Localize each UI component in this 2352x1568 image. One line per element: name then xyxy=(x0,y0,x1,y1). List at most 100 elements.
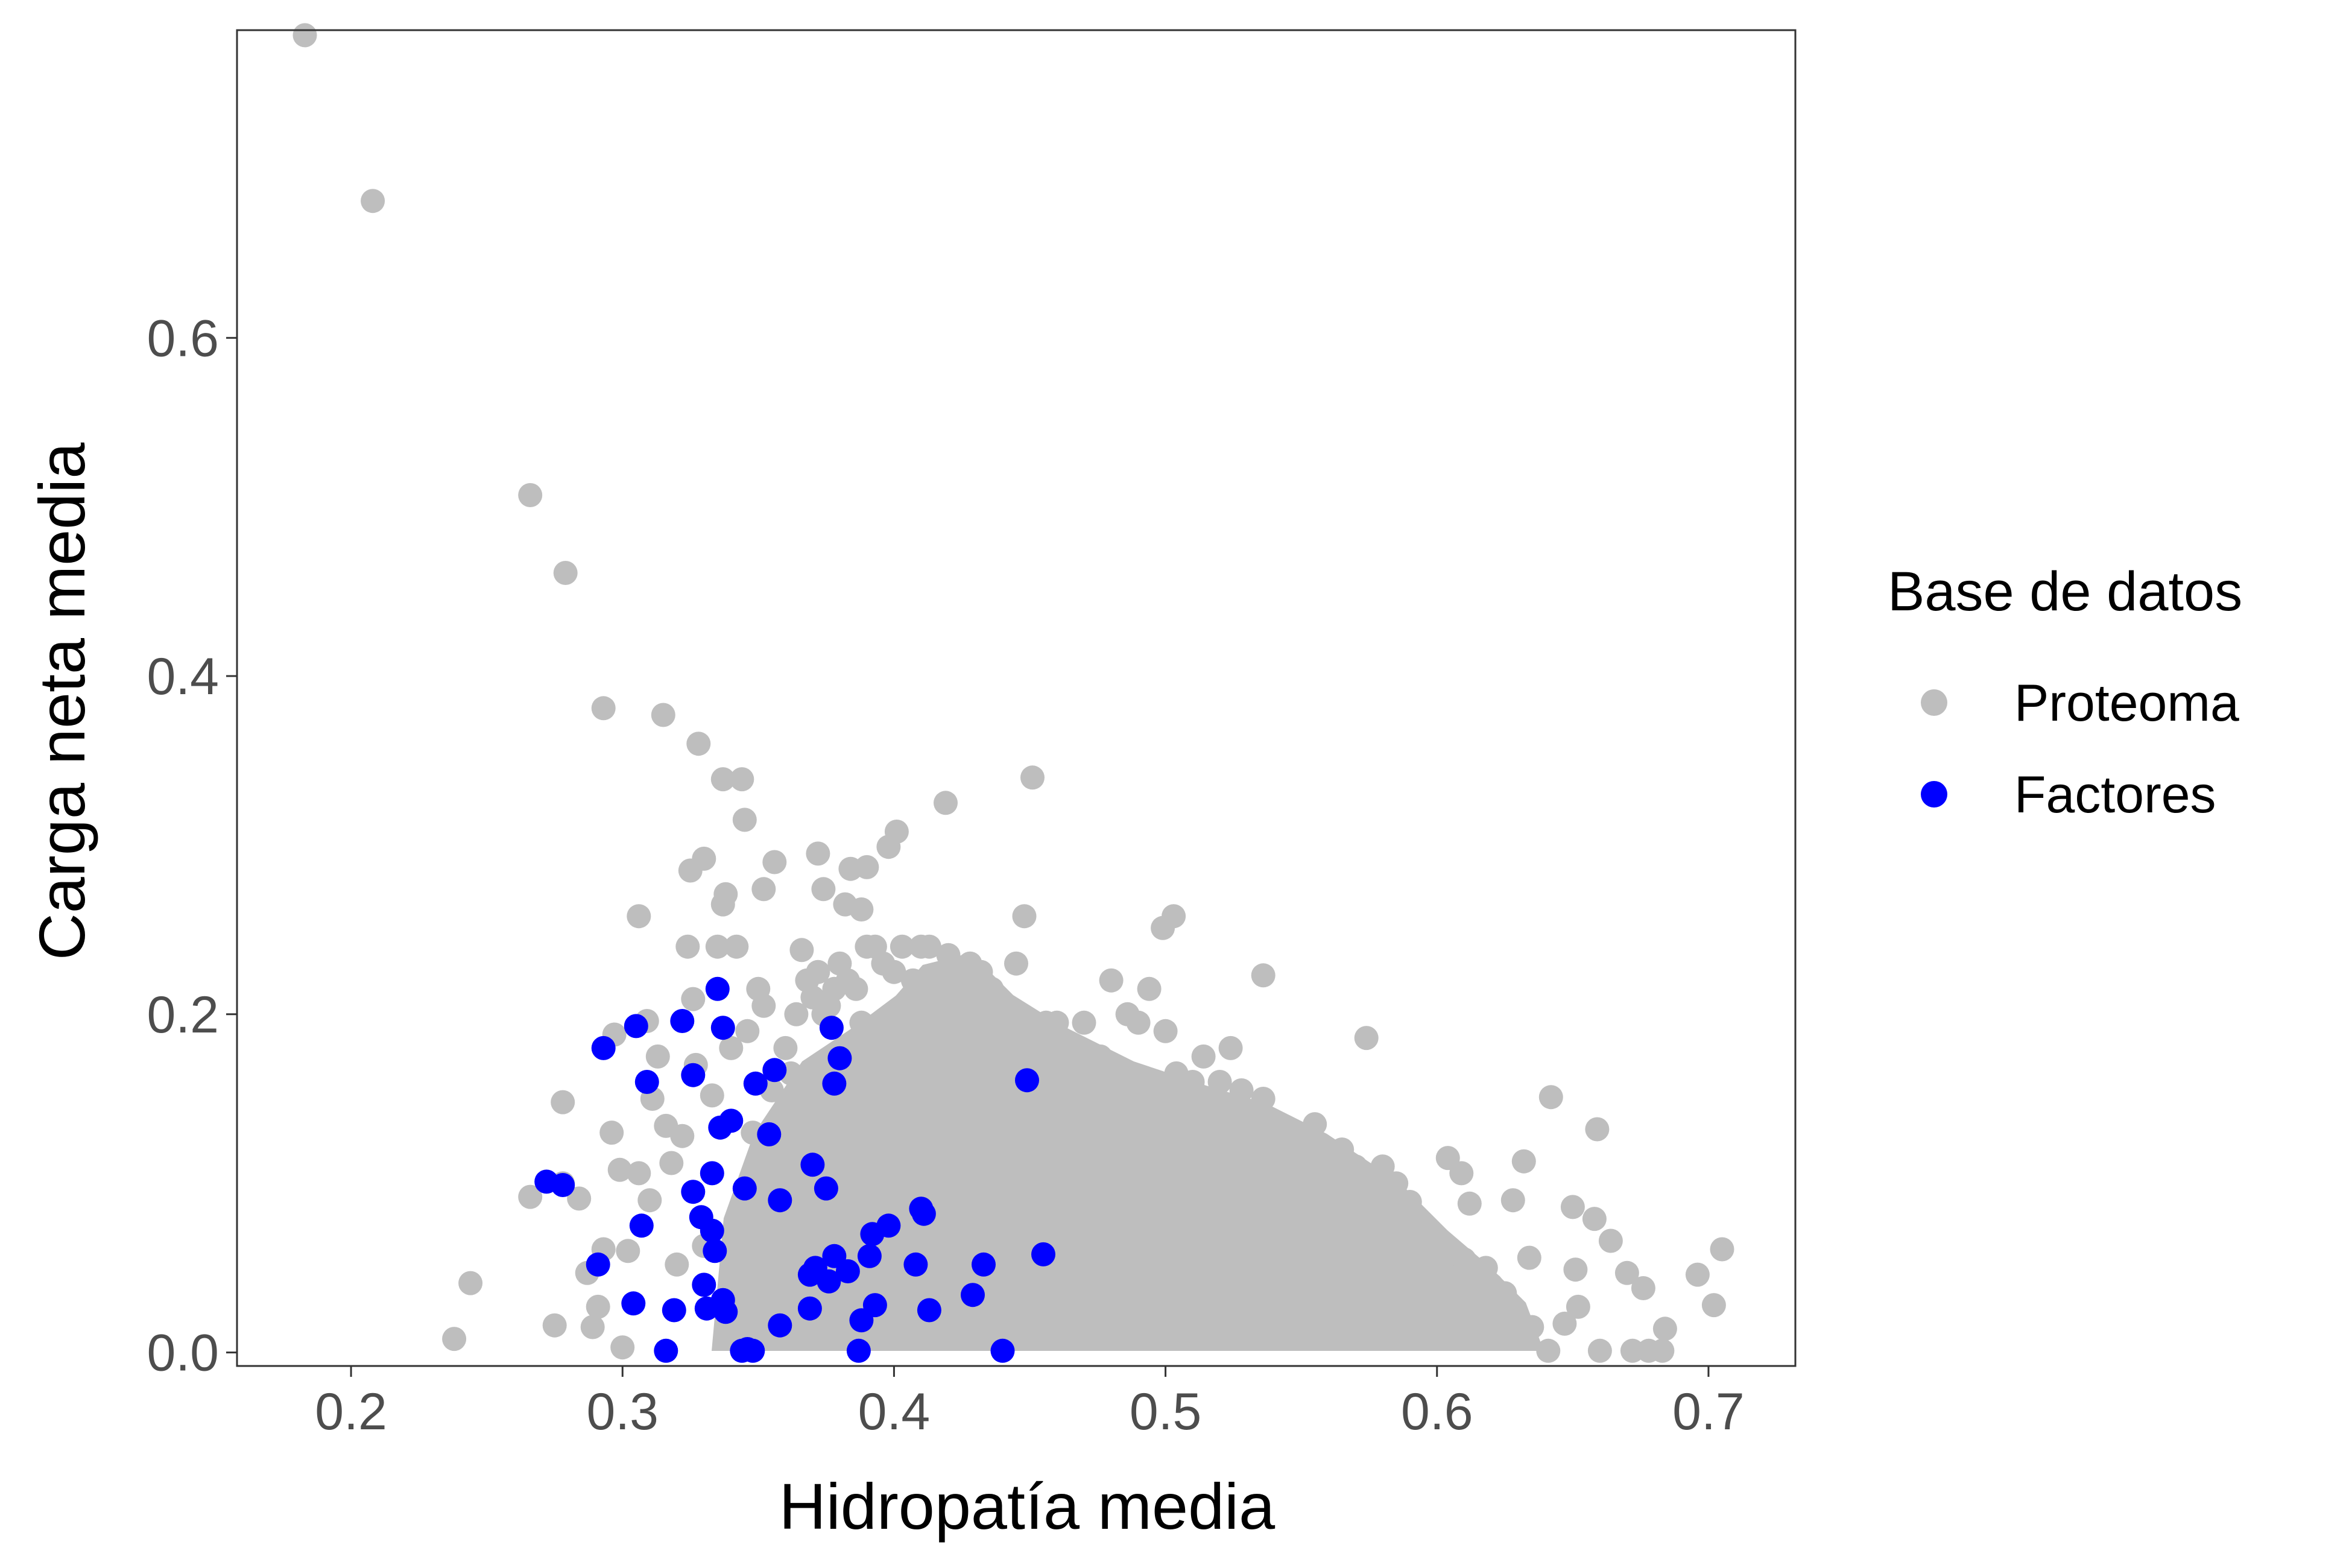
y-tick-label-0: 0.0 xyxy=(147,1324,219,1382)
point-factores-19 xyxy=(800,1152,825,1177)
x-tick-label-2: 0.4 xyxy=(858,1383,931,1441)
proteoma-dense-region xyxy=(778,953,1544,1351)
point-proteoma-41 xyxy=(1598,1228,1623,1253)
point-factores-26 xyxy=(700,1218,724,1243)
point-proteoma-91 xyxy=(735,1019,760,1043)
point-proteoma-81 xyxy=(670,1124,695,1148)
point-factores-41 xyxy=(817,1269,841,1294)
point-proteoma-45 xyxy=(1631,1276,1655,1300)
point-proteoma-66 xyxy=(586,1294,610,1319)
point-proteoma-167 xyxy=(1490,1298,1514,1323)
point-proteoma-115 xyxy=(890,934,914,959)
point-proteoma-80 xyxy=(665,1252,689,1277)
x-axis-label: Hidropatía media xyxy=(779,1470,1276,1543)
point-proteoma-15 xyxy=(806,841,830,866)
point-proteoma-160 xyxy=(1452,1247,1476,1272)
point-proteoma-129 xyxy=(1045,1010,1069,1035)
point-factores-21 xyxy=(814,1176,838,1201)
point-proteoma-48 xyxy=(1710,1237,1734,1262)
point-proteoma-8 xyxy=(730,767,754,792)
point-proteoma-83 xyxy=(681,987,706,1011)
point-proteoma-30 xyxy=(1354,1026,1379,1051)
point-factores-32 xyxy=(586,1252,610,1277)
point-proteoma-60 xyxy=(551,1090,575,1114)
point-proteoma-25 xyxy=(627,904,651,929)
point-proteoma-52 xyxy=(1587,1338,1612,1363)
point-proteoma-109 xyxy=(844,976,868,1001)
point-proteoma-17 xyxy=(678,858,703,883)
point-proteoma-139 xyxy=(1180,1070,1205,1094)
point-proteoma-24 xyxy=(849,897,874,922)
point-proteoma-116 xyxy=(900,968,925,993)
point-factores-14 xyxy=(708,1115,733,1140)
point-factores-37 xyxy=(1031,1242,1055,1266)
point-proteoma-143 xyxy=(1229,1078,1254,1102)
point-proteoma-57 xyxy=(458,1271,483,1295)
point-proteoma-79 xyxy=(659,1151,684,1175)
x-axis: 0.2 0.3 0.4 0.5 0.6 0.7 xyxy=(315,1366,1745,1441)
point-proteoma-2 xyxy=(518,483,543,507)
point-proteoma-110 xyxy=(849,1010,874,1035)
point-proteoma-103 xyxy=(806,959,830,984)
point-proteoma-99 xyxy=(784,1002,809,1026)
point-proteoma-32 xyxy=(1585,1117,1610,1142)
point-proteoma-136 xyxy=(1137,976,1162,1001)
point-proteoma-148 xyxy=(1289,1137,1314,1162)
point-factores-40 xyxy=(797,1262,822,1287)
point-proteoma-130 xyxy=(1061,1052,1086,1077)
point-factores-9 xyxy=(634,1070,659,1094)
point-factores-46 xyxy=(662,1298,686,1323)
legend: Base de datos Proteoma Factores xyxy=(1888,561,2242,824)
point-factores-39 xyxy=(835,1259,860,1283)
y-axis-label: Carga neta media xyxy=(25,442,98,960)
point-proteoma-7 xyxy=(710,767,735,792)
point-proteoma-166 xyxy=(1473,1256,1498,1280)
point-proteoma-38 xyxy=(1500,1188,1525,1213)
point-proteoma-5 xyxy=(651,703,675,727)
point-proteoma-89 xyxy=(719,1035,744,1060)
point-proteoma-100 xyxy=(789,938,814,963)
point-proteoma-63 xyxy=(567,1186,592,1211)
point-factores-16 xyxy=(700,1161,724,1186)
point-proteoma-155 xyxy=(1384,1171,1409,1196)
point-proteoma-120 xyxy=(936,943,961,967)
point-factores-31 xyxy=(703,1239,727,1263)
x-tick-label-5: 0.7 xyxy=(1672,1383,1745,1441)
legend-key-factores xyxy=(1921,781,1947,808)
point-factores-35 xyxy=(903,1252,928,1277)
point-factores-51 xyxy=(917,1298,941,1323)
point-factores-7 xyxy=(762,1058,787,1083)
point-factores-12 xyxy=(1015,1068,1039,1093)
point-proteoma-137 xyxy=(1153,1019,1178,1043)
point-proteoma-35 xyxy=(1449,1161,1474,1186)
point-proteoma-151 xyxy=(1330,1137,1355,1162)
proteoma-dense-core xyxy=(712,977,965,1351)
point-proteoma-86 xyxy=(700,1083,724,1108)
point-proteoma-1 xyxy=(361,189,385,213)
point-proteoma-50 xyxy=(1566,1294,1590,1319)
point-proteoma-142 xyxy=(1218,1035,1243,1060)
point-proteoma-9 xyxy=(1020,765,1045,790)
point-factores-54 xyxy=(654,1338,678,1363)
point-proteoma-49 xyxy=(1701,1293,1726,1318)
point-proteoma-82 xyxy=(675,934,700,959)
point-proteoma-0 xyxy=(292,23,317,48)
point-proteoma-71 xyxy=(610,1335,635,1360)
point-proteoma-72 xyxy=(616,1239,640,1263)
point-proteoma-40 xyxy=(1582,1207,1607,1231)
point-proteoma-3 xyxy=(553,561,578,585)
point-proteoma-77 xyxy=(645,1044,670,1069)
point-proteoma-124 xyxy=(979,976,1004,1001)
point-proteoma-44 xyxy=(1614,1260,1639,1285)
point-proteoma-126 xyxy=(1004,951,1028,976)
point-proteoma-73 xyxy=(627,1161,651,1186)
point-proteoma-156 xyxy=(1397,1205,1422,1230)
point-factores-30 xyxy=(860,1222,885,1247)
plot-panel-border xyxy=(236,29,1797,1367)
point-proteoma-70 xyxy=(607,1157,632,1182)
point-factores-47 xyxy=(694,1296,719,1321)
point-proteoma-131 xyxy=(1072,1010,1096,1035)
point-factores-18 xyxy=(551,1173,575,1197)
point-factores-4 xyxy=(819,1016,844,1040)
point-proteoma-22 xyxy=(811,877,836,902)
